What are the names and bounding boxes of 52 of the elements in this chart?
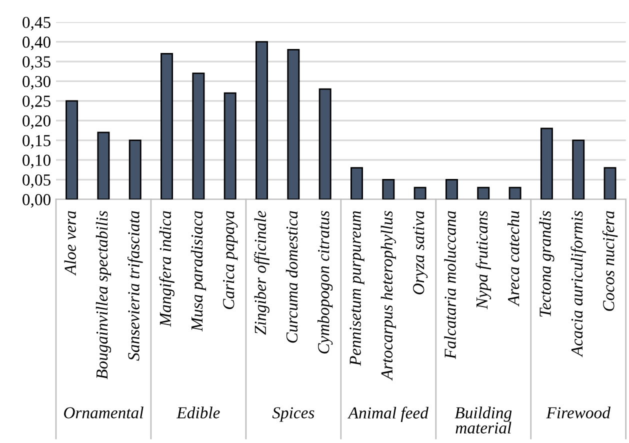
bar (66, 100, 78, 200)
y-tick-label: 0,05 (22, 174, 50, 188)
bar (477, 186, 490, 200)
bar (224, 92, 236, 200)
x-tick-label: Acacia auriculiformis (570, 210, 586, 358)
bar (382, 178, 395, 200)
bar (287, 49, 300, 200)
bar (256, 41, 268, 200)
y-tick-label: 0,15 (22, 134, 50, 149)
x-tick-label: Bougainvillea spectabilis (96, 210, 112, 380)
x-tick-label: Tectona grandis (539, 210, 554, 317)
x-tick-label: Sansevieria trifasciata (127, 211, 143, 361)
x-tick-label: Oryza sativa (412, 211, 428, 294)
x-tick-label: Areca catechu (507, 211, 520, 307)
x-tick-label: Nypa fruticans (476, 210, 492, 310)
x-tick-label: Mangifera indica (159, 211, 174, 327)
text: Ornamental (64, 406, 144, 418)
bar (508, 186, 522, 200)
x-tick-label: Curcuma domestica (286, 211, 298, 343)
bar (318, 88, 332, 200)
x-tick-label: Musa paradisiaca (190, 211, 206, 332)
text: Edible (176, 406, 220, 418)
y-tick-label: 0,45 (22, 16, 50, 30)
y-tick-label: 0,30 (22, 76, 50, 90)
y-tick-label: 0,25 (22, 96, 50, 110)
x-tick-label: Falcataria moluccana (444, 211, 456, 360)
bar (540, 128, 553, 200)
bar (350, 167, 363, 200)
y-tick-label: 0,00 (22, 194, 50, 208)
x-tick-label: Cymbopogon citratus (318, 210, 333, 354)
bar (160, 52, 174, 200)
y-tick-label: 0,10 (22, 154, 50, 168)
x-tick-label: Artocarpus heterophyllus (380, 210, 396, 381)
x-tick-label: Zingiber officinale (254, 210, 270, 335)
text: Animal feed (347, 406, 428, 422)
bar (414, 186, 426, 200)
bar (192, 72, 205, 200)
bar (445, 178, 458, 200)
text: Building material (454, 406, 512, 434)
y-tick-label: 0,35 (22, 56, 50, 70)
text: Spices (272, 407, 314, 422)
bar (572, 140, 585, 200)
x-tick-label: Aloe vera (64, 211, 76, 276)
x-tick-label: Cocos nucifera (602, 211, 618, 311)
bar (97, 132, 110, 200)
y-tick-label: 0,40 (22, 36, 50, 50)
text: Firewood (546, 406, 610, 418)
bar (604, 167, 616, 200)
x-tick-label: Carica papaya (223, 211, 238, 310)
y-tick-label: 0,20 (22, 115, 50, 129)
bar (128, 140, 142, 200)
x-tick-label: Pennisetum purpureum (350, 211, 364, 366)
